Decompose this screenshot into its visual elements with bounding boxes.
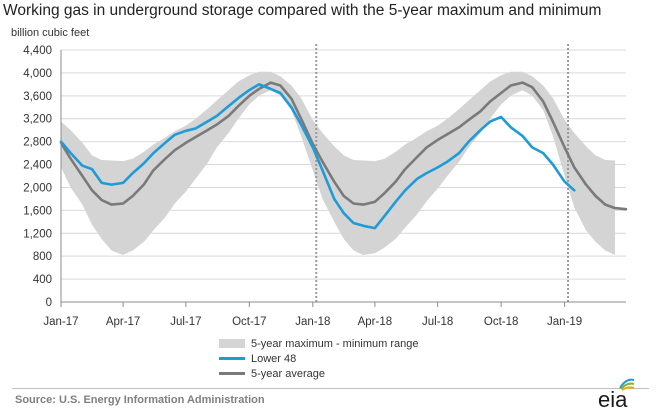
x-tick-label: Jul-18 (422, 316, 453, 328)
source-note: Source: U.S. Energy Information Administ… (15, 394, 265, 406)
y-tick-label: 400 (33, 274, 52, 286)
series-line-5-year-average (59, 81, 628, 211)
y-tick-label: 3,200 (23, 114, 52, 126)
x-tick-label: Oct-18 (484, 316, 519, 328)
x-axis-ticks: Jan-17 Apr-17 Jul-17 Oct-17 Jan-18 Apr-18 Jul-… (43, 302, 582, 328)
y-tick-label: 2,000 (23, 182, 52, 194)
legend-swatch-lower48 (219, 357, 245, 360)
legend-label-lower48: Lower 48 (251, 352, 297, 365)
chart-area: 0 400 800 1,200 1,600 2,000 2,400 2,800 3,200 3,6… (23, 44, 628, 328)
legend-swatch-range (219, 339, 245, 348)
y-tick-label: 4,400 (23, 45, 52, 57)
y-tick-label: 1,600 (23, 205, 52, 217)
y-axis-unit-label: billion cubic feet (11, 27, 90, 39)
x-tick-label: Jan-18 (295, 316, 330, 328)
y-tick-label: 4,000 (23, 68, 52, 80)
x-tick-label: Oct-17 (232, 316, 267, 328)
y-tick-label: 2,400 (23, 160, 52, 172)
y-tick-label: 800 (33, 251, 52, 263)
eia-logo: eia (598, 378, 635, 410)
legend-label-range: 5-year maximum - minimum range (251, 337, 419, 350)
y-tick-label: 1,200 (23, 228, 52, 240)
x-tick-label: Apr-18 (358, 316, 393, 328)
y-tick-label: 3,600 (23, 91, 52, 103)
svg-text:eia: eia (598, 387, 628, 410)
series-line-lower-48 (59, 83, 576, 230)
legend: 5-year maximum - minimum range Lower 48 … (219, 336, 418, 381)
legend-item-lower48: Lower 48 (219, 351, 418, 366)
y-tick-label: 0 (46, 297, 52, 309)
legend-label-avg: 5-year average (251, 367, 325, 380)
year-divider-lines (315, 44, 570, 302)
y-axis-ticks: 0 400 800 1,200 1,600 2,000 2,400 2,800 3,200 3,6… (23, 45, 52, 309)
x-tick-label: Apr-17 (106, 316, 141, 328)
x-tick-label: Jul-17 (170, 316, 201, 328)
gridlines (61, 49, 626, 280)
y-tick-label: 2,800 (23, 137, 52, 149)
footer-divider (12, 388, 649, 389)
legend-swatch-avg (219, 372, 245, 375)
legend-item-range: 5-year maximum - minimum range (219, 336, 418, 351)
axes (60, 50, 626, 303)
legend-item-avg: 5-year average (219, 366, 418, 381)
range-band (61, 71, 615, 255)
x-tick-label: Jan-19 (547, 316, 582, 328)
chart-title: Working gas in underground storage compa… (3, 2, 602, 19)
x-tick-label: Jan-17 (43, 316, 78, 328)
